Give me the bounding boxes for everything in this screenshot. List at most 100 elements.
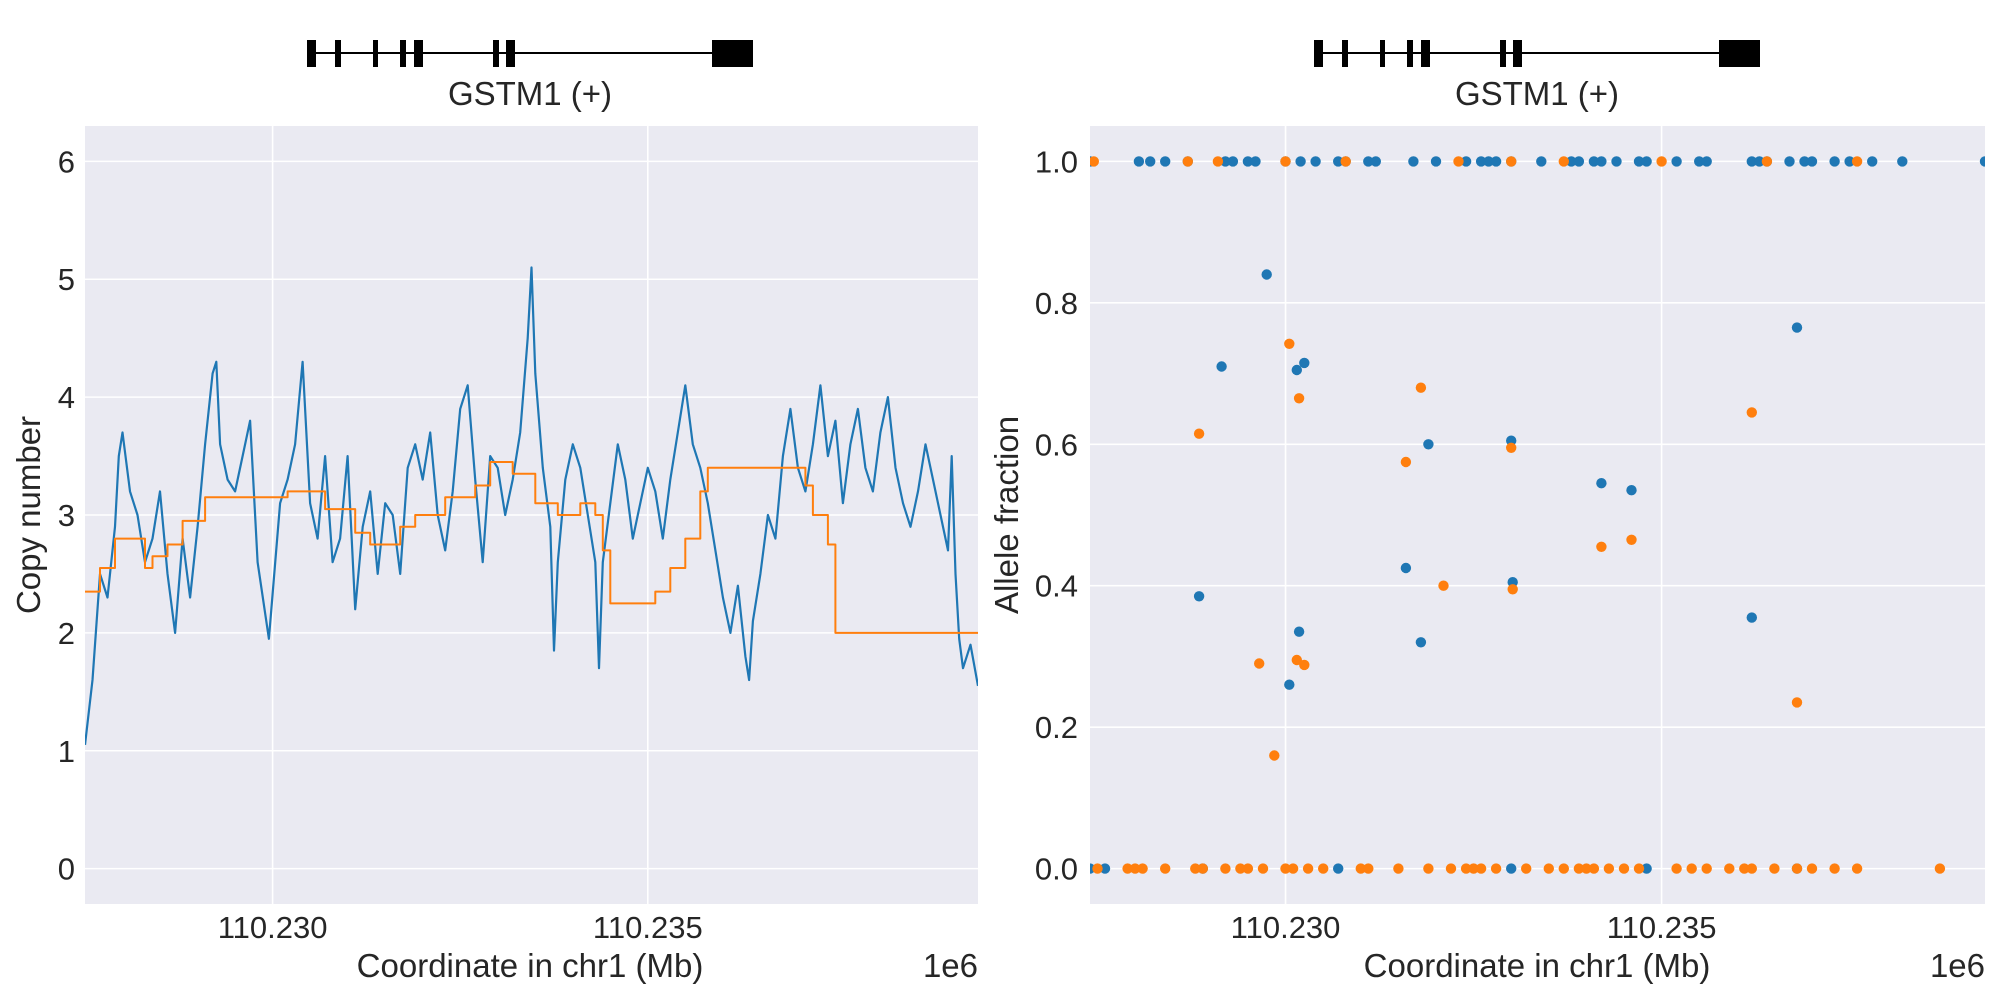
allele-point <box>1588 863 1600 874</box>
allele-point <box>1626 534 1637 545</box>
x-tick-label: 110.230 <box>1231 910 1341 945</box>
allele-point <box>1979 156 1985 167</box>
allele-point <box>1212 156 1224 167</box>
allele-point <box>1490 156 1502 167</box>
allele-point <box>1806 156 1818 167</box>
allele-point <box>1701 863 1712 874</box>
allele-point <box>1295 156 1306 167</box>
right-series <box>1090 156 1985 874</box>
gene-exon <box>307 40 316 67</box>
allele-point <box>1363 156 1374 167</box>
allele-point <box>1250 156 1261 167</box>
allele-point <box>1543 863 1555 874</box>
allele-point <box>1934 863 1946 874</box>
allele-point <box>1596 541 1607 552</box>
left-series <box>85 266 978 746</box>
allele-point <box>1844 156 1855 167</box>
x-tick-label: 110.235 <box>593 910 703 945</box>
right-y-axis-label: Allele fraction <box>988 416 1025 614</box>
allele-point <box>1897 156 1908 167</box>
allele-point <box>1521 863 1532 874</box>
allele-point <box>1867 156 1878 167</box>
y-tick-label: 0.4 <box>1035 569 1078 604</box>
allele-point <box>1761 156 1773 167</box>
allele-point <box>1791 322 1803 333</box>
allele-point <box>1483 156 1494 167</box>
gene-exon <box>1380 40 1385 67</box>
allele-point <box>1596 156 1607 167</box>
allele-point <box>1363 863 1374 874</box>
x-tick-label: 110.235 <box>1607 910 1717 945</box>
right-plot-area <box>1090 126 1985 904</box>
allele-point <box>1603 863 1615 874</box>
left-y-axis-label: Copy number <box>10 416 47 614</box>
allele-point <box>1355 863 1367 874</box>
gene-exon <box>1407 40 1413 67</box>
y-tick-label: 1.0 <box>1035 144 1078 179</box>
allele-point <box>1507 584 1518 595</box>
allele-point <box>1280 156 1291 167</box>
gene-exon <box>335 40 341 67</box>
allele-point <box>1182 156 1194 167</box>
segment-line <box>85 461 978 634</box>
right-offset-text: 1e6 <box>1930 947 1985 984</box>
allele-point <box>1160 863 1171 874</box>
allele-point <box>1133 156 1145 167</box>
allele-point <box>1626 485 1637 496</box>
allele-point <box>1220 863 1231 874</box>
allele-point <box>1423 863 1434 874</box>
allele-point <box>1415 637 1427 648</box>
left-grid <box>85 126 978 904</box>
allele-point <box>1573 156 1585 167</box>
allele-point <box>1423 439 1434 450</box>
allele-point <box>1257 863 1269 874</box>
allele-point <box>1293 393 1305 404</box>
allele-point <box>1453 156 1464 167</box>
allele-point <box>1340 156 1351 167</box>
allele-point <box>1701 156 1712 167</box>
allele-point <box>1242 863 1254 874</box>
allele-point <box>1460 863 1472 874</box>
allele-point <box>1122 863 1133 874</box>
gene-exon <box>373 40 378 67</box>
allele-point <box>1287 863 1299 874</box>
y-tick-label: 0.0 <box>1035 852 1078 887</box>
allele-point <box>1242 156 1254 167</box>
allele-point <box>1235 863 1246 874</box>
gene-exon <box>1421 40 1430 67</box>
y-tick-label: 3 <box>58 498 75 533</box>
allele-point <box>1190 863 1201 874</box>
allele-point <box>1333 156 1344 167</box>
y-tick-label: 0.2 <box>1035 710 1078 745</box>
allele-point <box>1671 156 1682 167</box>
gene-exon <box>712 40 753 67</box>
allele-point <box>1129 863 1141 874</box>
allele-point <box>1506 442 1517 453</box>
allele-point <box>1220 156 1231 167</box>
x-tick-label: 110.230 <box>218 910 328 945</box>
gene-exon <box>1314 40 1323 67</box>
y-tick-label: 2 <box>58 616 75 651</box>
gene-exon <box>493 40 499 67</box>
allele-point <box>1829 863 1840 874</box>
allele-point <box>1656 156 1667 167</box>
y-tick-label: 0.8 <box>1035 286 1078 321</box>
allele-point <box>1291 364 1303 376</box>
allele-point <box>1573 863 1585 874</box>
allele-point <box>1430 156 1442 167</box>
allele-point <box>1641 156 1652 167</box>
allele-point <box>1490 863 1502 874</box>
left-x-axis-label: Coordinate in chr1 (Mb) <box>357 947 704 984</box>
allele-point <box>1746 407 1758 418</box>
allele-point <box>1099 863 1111 874</box>
right-y-tick-labels: 0.0 0.2 0.4 0.6 0.8 1.0 <box>1035 144 1078 886</box>
left-x-tick-labels: 110.230 110.235 <box>218 910 703 945</box>
gene-exon <box>506 40 515 67</box>
allele-point <box>1293 626 1305 637</box>
y-tick-label: 1 <box>58 734 75 769</box>
allele-point <box>1475 863 1487 874</box>
gene-exon <box>400 40 406 67</box>
gene-exon <box>414 40 423 67</box>
allele-point <box>1558 156 1570 167</box>
left-panel: GSTM1 (+) 0 1 2 3 4 5 6 110.230 110.235 Copy nu… <box>10 40 978 984</box>
